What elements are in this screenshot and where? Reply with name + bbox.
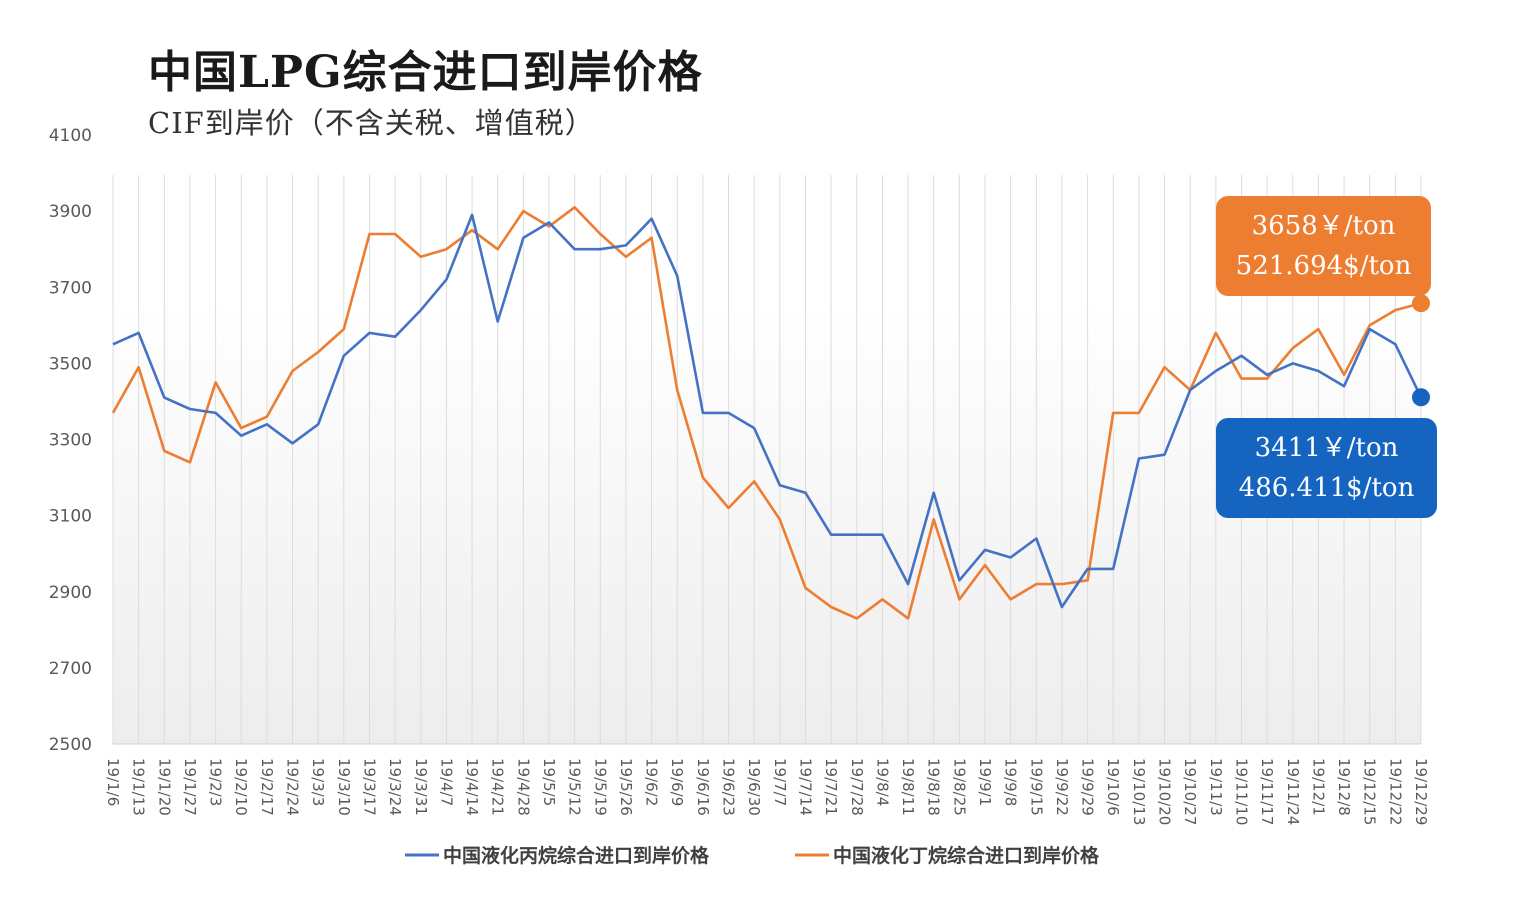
x-tick-label: 19/10/13 <box>1130 758 1148 825</box>
x-tick-label: 19/12/29 <box>1412 758 1430 825</box>
series-line <box>112 213 1423 609</box>
y-tick-label: 2500 <box>49 735 92 755</box>
plot-shade <box>113 300 1421 744</box>
legend-label: 中国液化丙烷综合进口到岸价格 <box>443 844 710 867</box>
y-tick-label: 2900 <box>49 583 92 603</box>
x-tick-label: 19/1/6 <box>104 758 122 806</box>
x-tick-label: 19/6/23 <box>720 758 738 816</box>
x-tick-label: 19/9/8 <box>1002 758 1020 806</box>
x-tick-label: 19/4/28 <box>514 758 532 816</box>
x-tick-label: 19/4/14 <box>463 758 481 816</box>
x-tick-label: 19/11/3 <box>1207 758 1225 816</box>
series-line <box>111 206 1422 620</box>
x-tick-label: 19/6/2 <box>643 758 661 806</box>
x-tick-label: 19/8/18 <box>925 758 943 816</box>
x-tick-label: 19/2/17 <box>258 758 276 816</box>
x-tick-label: 19/2/24 <box>284 758 302 816</box>
plot-background <box>113 300 1421 744</box>
x-tick-label: 19/10/20 <box>1156 758 1174 825</box>
callout-line-1: 3658￥/ton <box>1252 211 1396 241</box>
x-tick-label: 19/5/26 <box>617 758 635 816</box>
legend: 中国液化丙烷综合进口到岸价格 中国液化丁烷综合进口到岸价格 <box>405 844 1100 867</box>
x-tick-label: 19/3/3 <box>309 758 327 806</box>
x-tick-label: 19/3/10 <box>335 758 353 816</box>
x-tick-label: 19/5/5 <box>540 758 558 806</box>
series-lines <box>111 206 1423 620</box>
x-tick-label: 19/12/15 <box>1361 758 1379 825</box>
x-tick-label: 19/9/29 <box>1079 758 1097 816</box>
x-tick-label: 19/7/7 <box>771 758 789 806</box>
x-tick-label: 19/3/24 <box>386 758 404 816</box>
x-tick-label: 19/12/22 <box>1386 758 1404 825</box>
x-tick-label: 19/5/19 <box>591 758 609 816</box>
callout-line-2: 486.411$/ton <box>1239 473 1415 503</box>
x-axis-ticks: 19/1/6 19/1/13 19/1/20 19/1/27 19/2/3 19/2/10… <box>104 758 1430 825</box>
end-point-marker <box>1412 294 1430 313</box>
y-tick-label: 3300 <box>49 431 92 451</box>
x-tick-label: 19/12/1 <box>1309 758 1327 816</box>
y-tick-label: 4100 <box>49 126 92 146</box>
legend-label: 中国液化丁烷综合进口到岸价格 <box>833 844 1100 867</box>
x-tick-label: 19/3/31 <box>412 758 430 816</box>
x-tick-label: 19/6/9 <box>668 758 686 806</box>
y-tick-label: 3500 <box>49 354 92 374</box>
chart-subtitle: CIF到岸价（不含关税、增值税） <box>148 106 595 140</box>
x-tick-label: 19/9/1 <box>976 758 994 806</box>
x-tick-label: 19/1/27 <box>181 758 199 816</box>
x-tick-label: 19/1/20 <box>155 758 173 816</box>
y-tick-label: 3100 <box>49 507 92 527</box>
x-tick-label: 19/10/27 <box>1181 758 1199 825</box>
y-tick-label: 3700 <box>49 278 92 298</box>
x-tick-label: 19/1/13 <box>130 758 148 816</box>
x-tick-label: 19/7/14 <box>796 758 814 816</box>
callout-line-2: 521.694$/ton <box>1236 251 1412 281</box>
end-point-marker <box>1412 388 1430 407</box>
x-tick-label: 19/6/16 <box>694 758 712 816</box>
x-tick-label: 19/7/28 <box>848 758 866 816</box>
x-tick-label: 19/5/12 <box>566 758 584 816</box>
callout-line-1: 3411￥/ton <box>1255 433 1399 463</box>
y-tick-label: 3900 <box>49 202 92 222</box>
x-tick-label: 19/4/21 <box>489 758 507 816</box>
y-tick-label: 2700 <box>49 659 92 679</box>
x-tick-label: 19/10/6 <box>1104 758 1122 816</box>
x-tick-label: 19/8/4 <box>873 758 891 806</box>
x-tick-label: 19/9/15 <box>1027 758 1045 816</box>
x-tick-label: 19/2/10 <box>232 758 250 816</box>
callout-box <box>1216 418 1437 518</box>
x-tick-label: 19/3/17 <box>360 758 378 816</box>
x-tick-label: 19/11/10 <box>1232 758 1250 825</box>
x-tick-label: 19/4/7 <box>437 758 455 806</box>
x-tick-label: 19/12/8 <box>1335 758 1353 816</box>
y-axis-ticks: 2500 2700 2900 3100 3300 3500 3700 3900 4100 <box>49 126 92 755</box>
x-tick-label: 19/9/22 <box>1053 758 1071 816</box>
chart-title: 中国LPG综合进口到岸价格 <box>148 47 703 98</box>
x-tick-label: 19/11/24 <box>1284 758 1302 825</box>
x-tick-label: 19/2/3 <box>207 758 225 806</box>
x-tick-label: 19/8/11 <box>899 758 917 816</box>
x-tick-label: 19/8/25 <box>950 758 968 816</box>
x-tick-label: 19/7/21 <box>822 758 840 816</box>
x-tick-label: 19/11/17 <box>1258 758 1276 825</box>
x-tick-label: 19/6/30 <box>745 758 763 816</box>
callouts: 3658￥/ton 521.694$/ton 3411￥/ton 486.411$/t… <box>1216 196 1437 518</box>
callout-box <box>1216 196 1431 296</box>
